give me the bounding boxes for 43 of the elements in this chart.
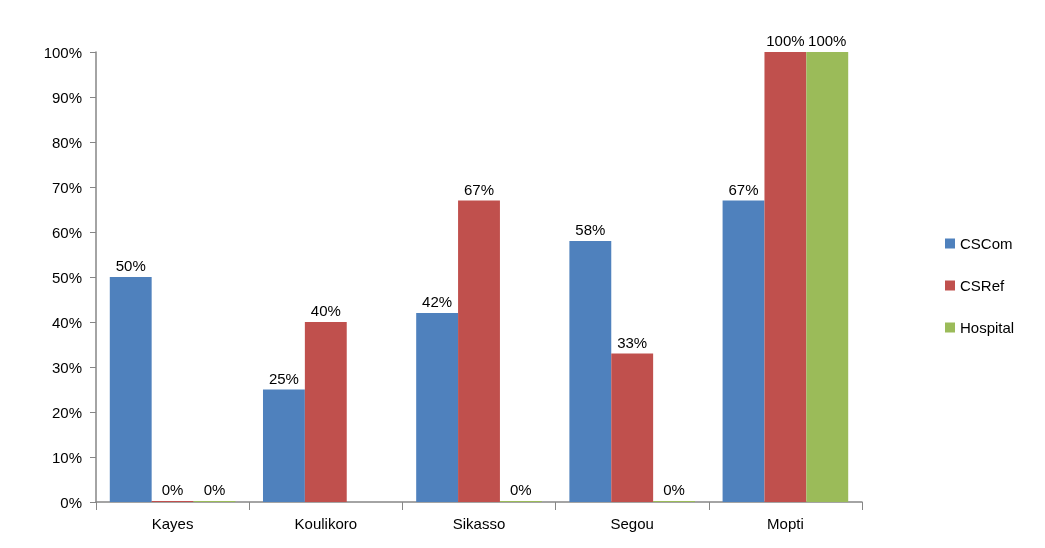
data-label: 67%	[463, 180, 495, 198]
y-tick-label: 40%	[51, 313, 82, 331]
data-label: 50%	[115, 257, 146, 274]
data-label: 100%	[808, 32, 847, 49]
data-label: 58%	[575, 221, 606, 238]
legend-label: Hospital	[960, 319, 1015, 336]
bar	[806, 52, 849, 502]
y-tick-label: 80%	[51, 133, 82, 151]
data-label: 0%	[663, 481, 685, 498]
y-tick-label: 90%	[51, 88, 82, 106]
legend-label: CSRef	[960, 277, 1006, 294]
x-tick-label: Segou	[610, 515, 654, 532]
data-label: 0%	[161, 481, 184, 498]
data-label: 0%	[203, 481, 226, 498]
x-tick-label: Mopti	[767, 515, 804, 532]
y-tick-label: 60%	[51, 223, 82, 241]
bar	[109, 277, 152, 502]
data-label: 33%	[617, 333, 648, 351]
y-tick-label: 70%	[51, 178, 82, 196]
bar	[262, 389, 305, 502]
data-label: 100%	[766, 32, 805, 49]
bar	[416, 313, 459, 502]
y-tick-label: 100%	[43, 43, 82, 61]
data-label: 67%	[728, 180, 759, 198]
y-tick-label: 30%	[51, 358, 82, 376]
data-label: 25%	[268, 369, 299, 387]
bar	[722, 200, 765, 502]
bar	[458, 200, 500, 502]
y-tick-label: 20%	[51, 403, 82, 421]
bar	[569, 241, 612, 502]
x-tick-label: Sikasso	[452, 515, 506, 532]
bar	[304, 322, 347, 502]
y-tick-label: 0%	[60, 493, 82, 511]
y-tick-label: 50%	[51, 268, 82, 286]
data-label: 40%	[310, 302, 341, 319]
bar	[611, 353, 654, 502]
y-tick-label: 10%	[51, 448, 82, 466]
bar	[764, 52, 807, 502]
x-tick-label: Koulikoro	[294, 515, 358, 532]
legend-label: CSCom	[960, 235, 1013, 252]
data-label: 42%	[422, 293, 453, 310]
data-label: 0%	[510, 481, 532, 498]
x-tick-label: Kayes	[151, 515, 194, 532]
